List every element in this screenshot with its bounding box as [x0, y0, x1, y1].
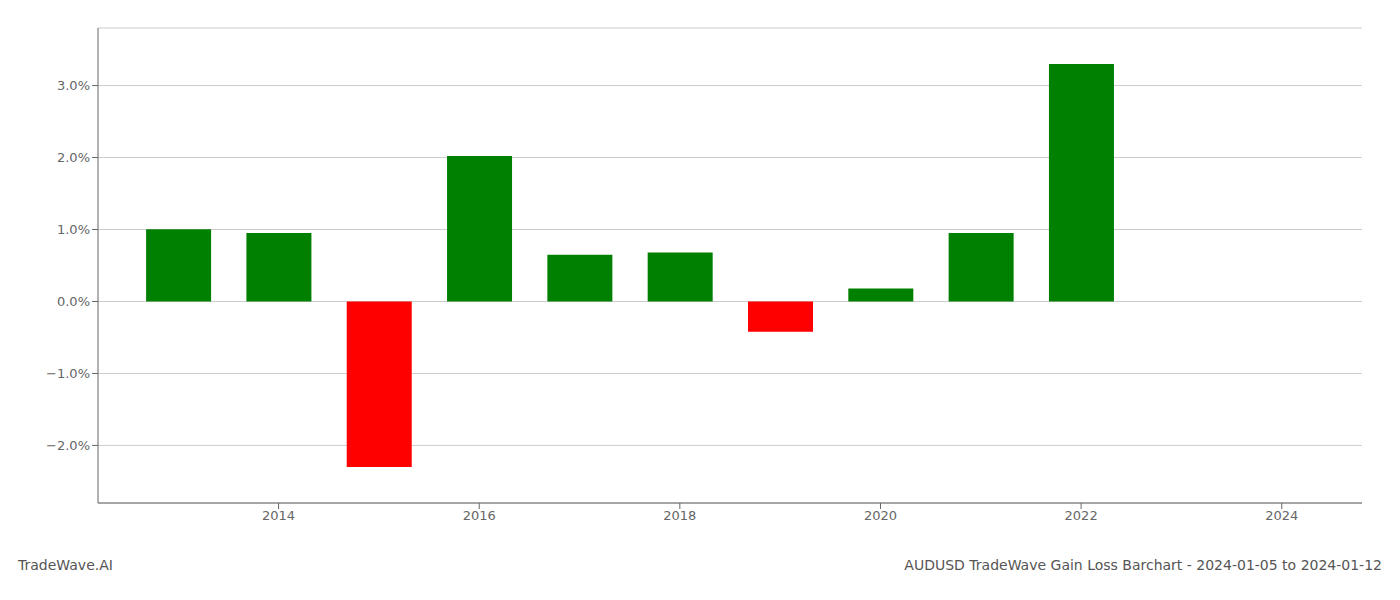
- svg-text:2022: 2022: [1065, 508, 1098, 523]
- svg-text:2020: 2020: [864, 508, 897, 523]
- svg-text:2.0%: 2.0%: [57, 150, 90, 165]
- svg-text:−1.0%: −1.0%: [46, 366, 90, 381]
- svg-text:2024: 2024: [1265, 508, 1298, 523]
- svg-text:−2.0%: −2.0%: [46, 438, 90, 453]
- svg-text:2018: 2018: [663, 508, 696, 523]
- svg-text:2014: 2014: [262, 508, 295, 523]
- svg-text:1.0%: 1.0%: [57, 222, 90, 237]
- html-text:AUDUSD TradeWave Gain Loss Bar: AUDUSD TradeWave Gain Loss Barchart - 20…: [904, 557, 1382, 573]
- html-text:TradeWave.AI: TradeWave.AI: [18, 557, 113, 573]
- svg-text:2016: 2016: [463, 508, 496, 523]
- svg-text:0.0%: 0.0%: [57, 294, 90, 309]
- svg-text:3.0%: 3.0%: [57, 78, 90, 93]
